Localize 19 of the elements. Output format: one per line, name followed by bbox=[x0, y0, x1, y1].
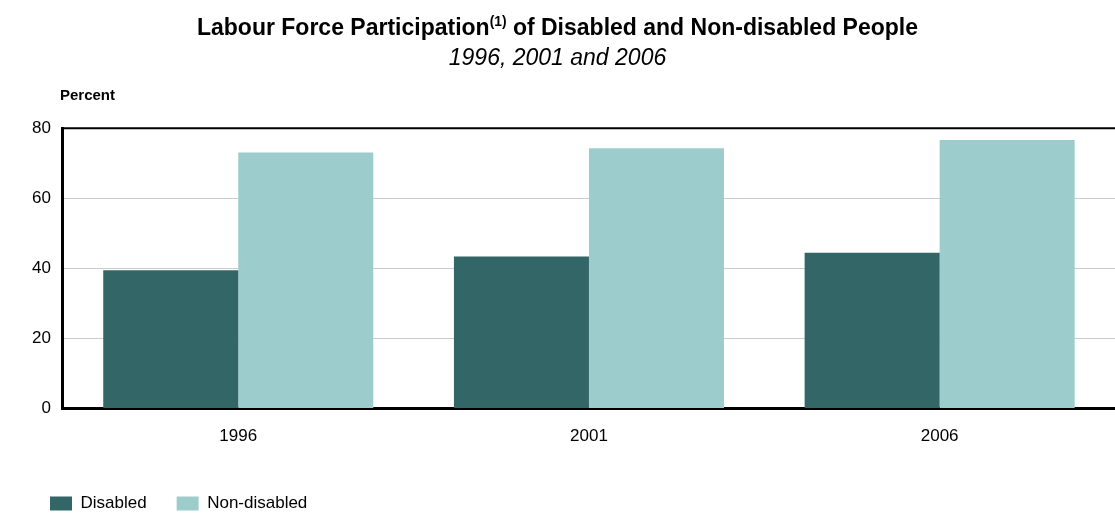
x-tick-label: 1996 bbox=[219, 426, 258, 446]
y-tick-label: 40 bbox=[31, 258, 51, 278]
bar bbox=[939, 140, 1075, 409]
chart-subtitle: 1996, 2001 and 2006 bbox=[447, 44, 668, 71]
y-axis-title: Percent bbox=[60, 86, 116, 103]
legend-label: Non-disabled bbox=[207, 493, 308, 513]
y-tick-label: 0 bbox=[41, 398, 51, 418]
x-tick-label: 2001 bbox=[570, 426, 608, 446]
y-tick-label: 20 bbox=[31, 328, 51, 348]
y-tick-label: 60 bbox=[31, 187, 51, 207]
bar bbox=[804, 252, 940, 409]
x-tick-label: 2006 bbox=[920, 426, 959, 446]
bar bbox=[588, 148, 724, 409]
y-tick-label: 80 bbox=[31, 117, 51, 137]
legend-label: Disabled bbox=[80, 493, 147, 513]
bar bbox=[103, 270, 239, 409]
bar bbox=[453, 256, 589, 409]
bar bbox=[238, 152, 374, 409]
chart-title: Labour Force Participation$^{(1)}$ of Disabled and Non-disabled People bbox=[196, 14, 919, 41]
